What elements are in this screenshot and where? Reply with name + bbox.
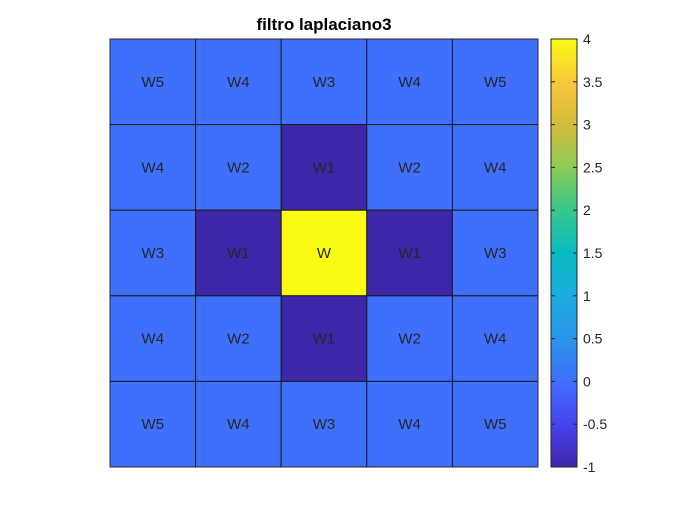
heatmap-cell-label: W2 — [398, 159, 421, 176]
chart-title: filtro laplaciano3 — [256, 15, 391, 34]
heatmap-cell — [109, 38, 197, 126]
heatmap-cell-label: W1 — [398, 245, 421, 262]
plot-area-border — [109, 38, 539, 468]
heatmap-cell — [195, 295, 282, 382]
heatmap-cell-label: W2 — [398, 331, 421, 348]
heatmap-cell — [451, 124, 539, 211]
heatmap-cell-label: W3 — [313, 416, 336, 433]
colorbar-tick-label: 2 — [583, 202, 591, 218]
heatmap-cell-label: W4 — [142, 331, 165, 348]
heatmap-cell-label: W5 — [484, 416, 507, 433]
heatmap-cell-label: W4 — [398, 74, 421, 91]
heatmap-cell-label: W4 — [227, 416, 250, 433]
heatmap-cell — [280, 124, 368, 211]
heatmap-cell-label: W1 — [227, 245, 250, 262]
heatmap-cell-label: W4 — [398, 416, 421, 433]
colorbar-tick-label: 2.5 — [583, 159, 603, 175]
colorbar-tick-label: 1 — [583, 288, 591, 304]
heatmap-cell-label: W4 — [142, 159, 165, 176]
colorbar-tick-label: 3.5 — [583, 74, 603, 90]
heatmap-cell — [366, 209, 453, 297]
colorbar — [550, 38, 578, 468]
heatmap-cell — [280, 295, 368, 382]
colorbar-tick-label: 0.5 — [583, 331, 603, 347]
heatmap-cell-label: W2 — [227, 159, 250, 176]
heatmap-cell-label: W2 — [227, 331, 250, 348]
heatmap-cell-label: W1 — [313, 159, 336, 176]
heatmap-cell — [280, 380, 368, 468]
heatmap-cell-label: W4 — [484, 331, 507, 348]
heatmap-cell — [366, 38, 453, 126]
colorbar-tick-label: -1 — [583, 459, 596, 475]
heatmap-cell — [451, 380, 539, 468]
heatmap-cell — [109, 380, 197, 468]
heatmap-cell — [195, 209, 282, 297]
colorbar-ticks: -1 -0.5 0 0.5 1 1.5 2 2.5 3 3.5 4 — [551, 31, 607, 475]
colorbar-tick-label: 0 — [583, 373, 591, 389]
heatmap-cell — [366, 295, 453, 382]
heatmap-cell-label: W5 — [484, 74, 507, 91]
heatmap-cell-label: W — [317, 245, 332, 262]
colorbar-tick-label: 3 — [583, 117, 591, 133]
heatmap-cell-label: W3 — [484, 245, 507, 262]
colorbar-tick-label: -0.5 — [583, 416, 607, 432]
heatmap-cell-label: W5 — [142, 416, 165, 433]
heatmap-cell-label: W3 — [142, 245, 165, 262]
heatmap-cell-labels: W5 W4 W3 W4 W5 W4 W2 W1 W2 W4 W3 W1 W W1 W3 W4 W2 W1 W2 W4 W… — [142, 74, 507, 433]
heatmap-cell-label: W4 — [227, 74, 250, 91]
heatmap-cell — [195, 38, 282, 126]
heatmap-cell-label: W3 — [313, 74, 336, 91]
heatmap-cell — [109, 124, 197, 211]
heatmap-cell-label: W4 — [484, 159, 507, 176]
heatmap-cell — [451, 295, 539, 382]
heatmap-cells — [109, 38, 539, 468]
heatmap-cell — [451, 38, 539, 126]
heatmap-cell — [195, 380, 282, 468]
heatmap-cell — [280, 209, 368, 297]
colorbar-tick-label: 1.5 — [583, 245, 603, 261]
heatmap-cell-label: W5 — [142, 74, 165, 91]
colorbar-tick-label: 4 — [583, 31, 591, 47]
heatmap-cell-label: W1 — [313, 331, 336, 348]
